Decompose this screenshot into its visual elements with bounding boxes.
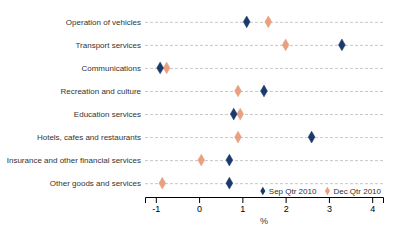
x-tick-label: 1 — [240, 204, 245, 214]
grid-line — [145, 160, 383, 161]
dot — [235, 85, 242, 97]
y-tick-label: Other goods and services — [50, 179, 141, 188]
y-tick-label: Hotels, cafes and restaurants — [37, 133, 141, 142]
x-axis: -1 0 1 2 3 4 — [146, 197, 384, 214]
x-tick-mark — [286, 197, 287, 203]
x-axis-line — [146, 198, 384, 204]
legend-marker — [325, 187, 330, 196]
x-tick: 1 — [240, 197, 245, 214]
chart: Operation of vehicles Transport services C… — [0, 0, 397, 227]
legend-item: Sep Qtr 2010 — [260, 187, 317, 196]
dot — [163, 62, 170, 74]
grid-line — [145, 137, 383, 138]
x-tick-label: 0 — [197, 204, 202, 214]
x-tick: 2 — [284, 197, 289, 214]
dot — [243, 16, 250, 28]
dot — [159, 177, 166, 189]
dot — [226, 177, 233, 189]
dot — [198, 154, 205, 166]
y-tick: Hotels, cafes and restaurants — [37, 133, 383, 142]
x-tick-mark — [329, 197, 330, 203]
grid-line — [145, 45, 383, 46]
x-tick: 0 — [197, 197, 202, 214]
y-tick-label: Recreation and culture — [61, 87, 142, 96]
plot: Operation of vehicles Transport services C… — [7, 9, 384, 215]
dot — [235, 131, 242, 143]
legend-label: Dec Qtr 2010 — [333, 187, 381, 196]
grid-line — [145, 183, 383, 184]
y-axis: Operation of vehicles Transport services C… — [7, 9, 383, 198]
y-tick-label: Transport services — [76, 41, 142, 50]
legend-marker — [260, 187, 265, 196]
y-tick: Education services — [74, 110, 383, 119]
y-tick: Insurance and other financial services — [7, 156, 383, 165]
x-tick: -1 — [152, 197, 160, 214]
dot — [265, 16, 272, 28]
y-tick: Operation of vehicles — [66, 18, 383, 27]
marks — [157, 16, 346, 189]
grid-line — [145, 22, 383, 23]
series — [157, 16, 346, 189]
x-tick-mark — [242, 197, 243, 203]
legend-item: Dec Qtr 2010 — [325, 187, 382, 196]
series — [159, 16, 289, 189]
legend: Sep Qtr 2010 Dec Qtr 2010 — [260, 187, 381, 196]
x-tick: 3 — [327, 197, 332, 214]
dot — [338, 39, 345, 51]
y-tick: Communications — [81, 64, 383, 73]
dot — [226, 154, 233, 166]
y-tick-label: Insurance and other financial services — [7, 156, 141, 165]
dot — [230, 108, 237, 120]
dot — [282, 39, 289, 51]
y-tick-label: Operation of vehicles — [66, 18, 141, 27]
grid-line — [145, 68, 383, 69]
x-tick-mark — [156, 197, 157, 203]
y-tick-label: Communications — [81, 64, 141, 73]
x-tick-label: 4 — [370, 204, 375, 214]
y-tick: Recreation and culture — [61, 87, 384, 96]
y-tick: Transport services — [76, 41, 384, 50]
legend-label: Sep Qtr 2010 — [269, 187, 317, 196]
x-tick-mark — [372, 197, 373, 203]
y-tick-label: Education services — [74, 110, 141, 119]
dot — [261, 85, 268, 97]
x-tick-label: 3 — [327, 204, 332, 214]
y-axis-line — [146, 9, 384, 198]
x-tick-label: -1 — [152, 204, 160, 214]
dot — [237, 108, 244, 120]
dot — [157, 62, 164, 74]
x-tick-mark — [199, 197, 200, 203]
grid-line — [145, 114, 383, 115]
dot — [308, 131, 315, 143]
x-axis-title: % — [260, 216, 268, 226]
x-tick-label: 2 — [284, 204, 289, 214]
x-tick: 4 — [370, 197, 375, 214]
